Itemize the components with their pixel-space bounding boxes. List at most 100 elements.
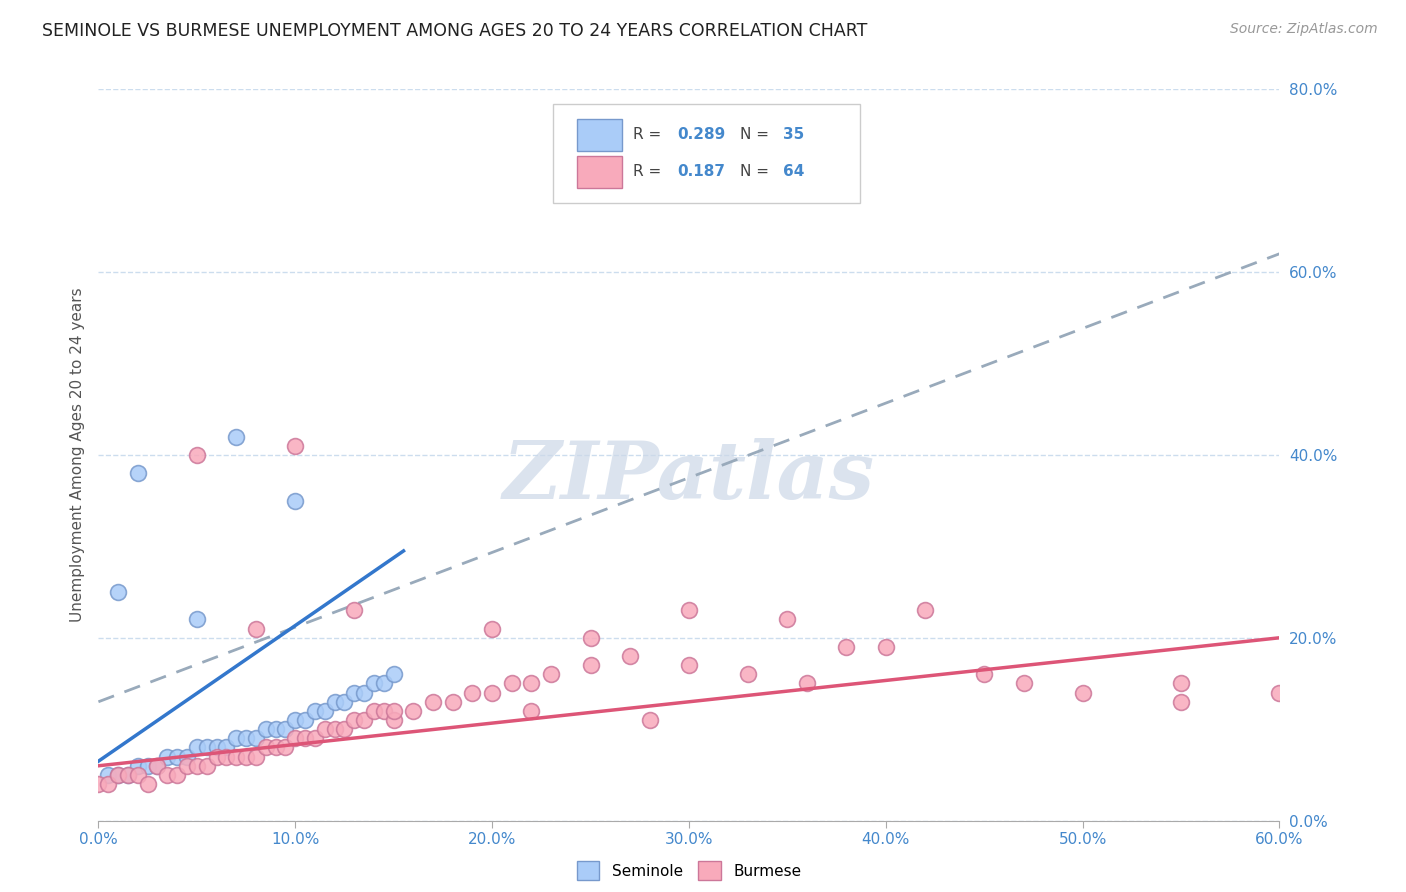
Point bbox=[215, 749, 238, 764]
Point bbox=[1012, 676, 1035, 690]
Point bbox=[87, 777, 110, 791]
Point bbox=[274, 740, 297, 755]
Point bbox=[186, 448, 208, 462]
Point bbox=[875, 640, 897, 654]
Point bbox=[195, 740, 218, 755]
Point bbox=[117, 768, 139, 782]
Point bbox=[146, 758, 169, 772]
Point bbox=[166, 768, 188, 782]
Point bbox=[333, 695, 356, 709]
Point bbox=[333, 723, 356, 737]
Point bbox=[678, 658, 700, 673]
Point bbox=[973, 667, 995, 681]
Point bbox=[284, 439, 307, 453]
Point bbox=[1170, 676, 1192, 690]
Point bbox=[520, 676, 543, 690]
Point bbox=[501, 676, 523, 690]
Point bbox=[638, 713, 661, 727]
Point bbox=[254, 723, 277, 737]
Bar bbox=[576, 119, 621, 151]
Text: R =: R = bbox=[634, 128, 666, 142]
Point bbox=[186, 740, 208, 755]
Point bbox=[314, 704, 336, 718]
Point bbox=[304, 731, 326, 746]
Point bbox=[294, 713, 316, 727]
Point bbox=[481, 685, 503, 699]
Text: 0.187: 0.187 bbox=[678, 164, 725, 179]
Point bbox=[205, 740, 228, 755]
Point bbox=[156, 768, 179, 782]
Point bbox=[156, 749, 179, 764]
Point bbox=[422, 695, 444, 709]
Point bbox=[314, 723, 336, 737]
Text: 64: 64 bbox=[783, 164, 804, 179]
Point bbox=[284, 731, 307, 746]
Point bbox=[274, 723, 297, 737]
FancyBboxPatch shape bbox=[553, 103, 860, 202]
Point bbox=[264, 723, 287, 737]
Point bbox=[225, 430, 247, 444]
Point bbox=[205, 749, 228, 764]
Point bbox=[235, 731, 257, 746]
Point bbox=[481, 622, 503, 636]
Point bbox=[363, 704, 385, 718]
Point bbox=[245, 622, 267, 636]
Text: N =: N = bbox=[740, 164, 773, 179]
Point bbox=[402, 704, 425, 718]
Point bbox=[176, 758, 198, 772]
Text: Source: ZipAtlas.com: Source: ZipAtlas.com bbox=[1230, 22, 1378, 37]
Point bbox=[1268, 685, 1291, 699]
Bar bbox=[576, 155, 621, 188]
Point bbox=[127, 768, 149, 782]
Point bbox=[294, 731, 316, 746]
Point bbox=[835, 640, 858, 654]
Point bbox=[914, 603, 936, 617]
Point bbox=[117, 768, 139, 782]
Point bbox=[343, 713, 366, 727]
Point bbox=[579, 631, 602, 645]
Point bbox=[225, 749, 247, 764]
Point bbox=[323, 695, 346, 709]
Point bbox=[166, 749, 188, 764]
Point bbox=[176, 749, 198, 764]
Point bbox=[353, 713, 375, 727]
Point bbox=[382, 667, 405, 681]
Point bbox=[127, 466, 149, 480]
Point bbox=[245, 749, 267, 764]
Point bbox=[245, 731, 267, 746]
Point bbox=[107, 585, 129, 599]
Text: 35: 35 bbox=[783, 128, 804, 142]
Point bbox=[619, 649, 641, 664]
Point bbox=[284, 493, 307, 508]
Point bbox=[264, 740, 287, 755]
Point bbox=[796, 676, 818, 690]
Point bbox=[1170, 695, 1192, 709]
Point bbox=[343, 603, 366, 617]
Point bbox=[136, 758, 159, 772]
Text: SEMINOLE VS BURMESE UNEMPLOYMENT AMONG AGES 20 TO 24 YEARS CORRELATION CHART: SEMINOLE VS BURMESE UNEMPLOYMENT AMONG A… bbox=[42, 22, 868, 40]
Point bbox=[343, 685, 366, 699]
Y-axis label: Unemployment Among Ages 20 to 24 years: Unemployment Among Ages 20 to 24 years bbox=[69, 287, 84, 623]
Point bbox=[186, 613, 208, 627]
Point bbox=[353, 685, 375, 699]
Point bbox=[195, 758, 218, 772]
Point bbox=[97, 768, 120, 782]
Text: ZIPatlas: ZIPatlas bbox=[503, 438, 875, 516]
Point bbox=[373, 676, 395, 690]
Point bbox=[107, 768, 129, 782]
Point bbox=[235, 749, 257, 764]
Point bbox=[373, 704, 395, 718]
Legend: Seminole, Burmese: Seminole, Burmese bbox=[571, 855, 807, 886]
Point bbox=[382, 704, 405, 718]
Point bbox=[579, 658, 602, 673]
Point bbox=[97, 777, 120, 791]
Point bbox=[136, 777, 159, 791]
Point bbox=[146, 758, 169, 772]
Point bbox=[215, 740, 238, 755]
Point bbox=[186, 758, 208, 772]
Point bbox=[107, 768, 129, 782]
Point bbox=[225, 731, 247, 746]
Point bbox=[520, 704, 543, 718]
Text: R =: R = bbox=[634, 164, 666, 179]
Text: N =: N = bbox=[740, 128, 773, 142]
